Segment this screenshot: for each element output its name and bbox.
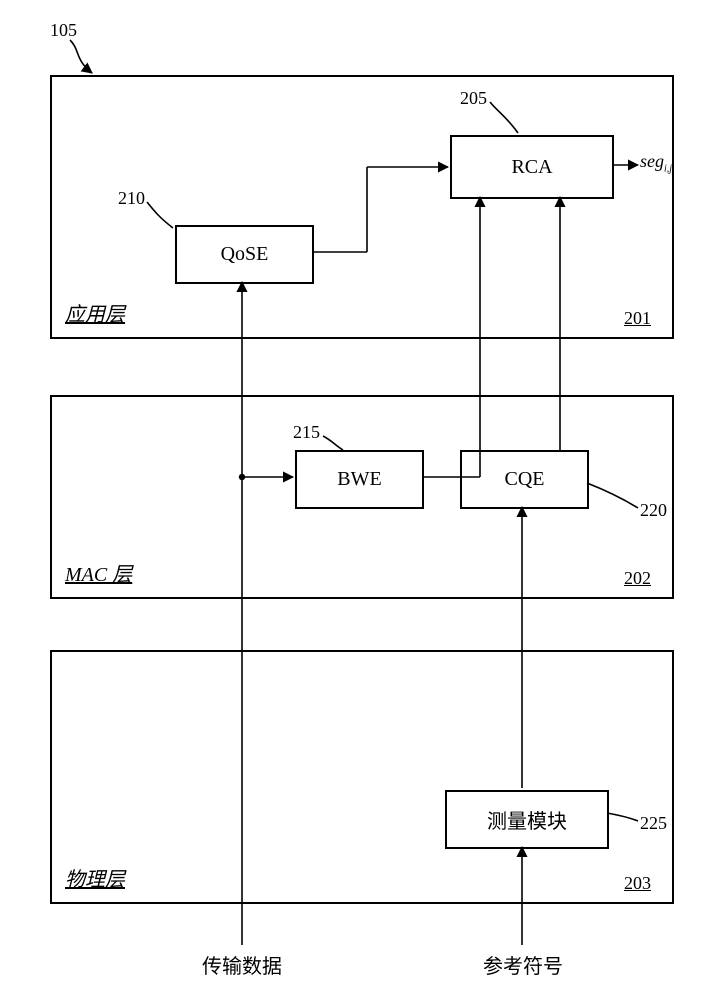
ref-105: 105	[50, 20, 77, 41]
module-bwe: BWE	[295, 450, 424, 509]
ref-cqe: 220	[640, 500, 667, 521]
bottom-left-label: 传输数据	[202, 950, 282, 979]
ref-meas: 225	[640, 813, 667, 834]
layer-phy	[50, 650, 674, 904]
layer-mac-num: 202	[624, 568, 651, 589]
output-seg: segi,j	[640, 151, 672, 175]
bottom-right-label: 参考符号	[483, 950, 563, 979]
ref-rca: 205	[460, 88, 487, 109]
layer-app-title: 应用层	[65, 298, 125, 327]
ref-qose: 210	[118, 188, 145, 209]
module-meas: 测量模块	[445, 790, 609, 849]
module-qose: QoSE	[175, 225, 314, 284]
diagram-canvas: 105 应用层 201 MAC 层 202 物理层 203 RCA 205 Qo…	[20, 20, 698, 980]
layer-phy-title: 物理层	[65, 863, 125, 892]
module-cqe: CQE	[460, 450, 589, 509]
layer-mac-title: MAC 层	[65, 558, 132, 587]
layer-app-num: 201	[624, 308, 651, 329]
module-rca: RCA	[450, 135, 614, 199]
layer-phy-num: 203	[624, 873, 651, 894]
ref-bwe: 215	[293, 422, 320, 443]
